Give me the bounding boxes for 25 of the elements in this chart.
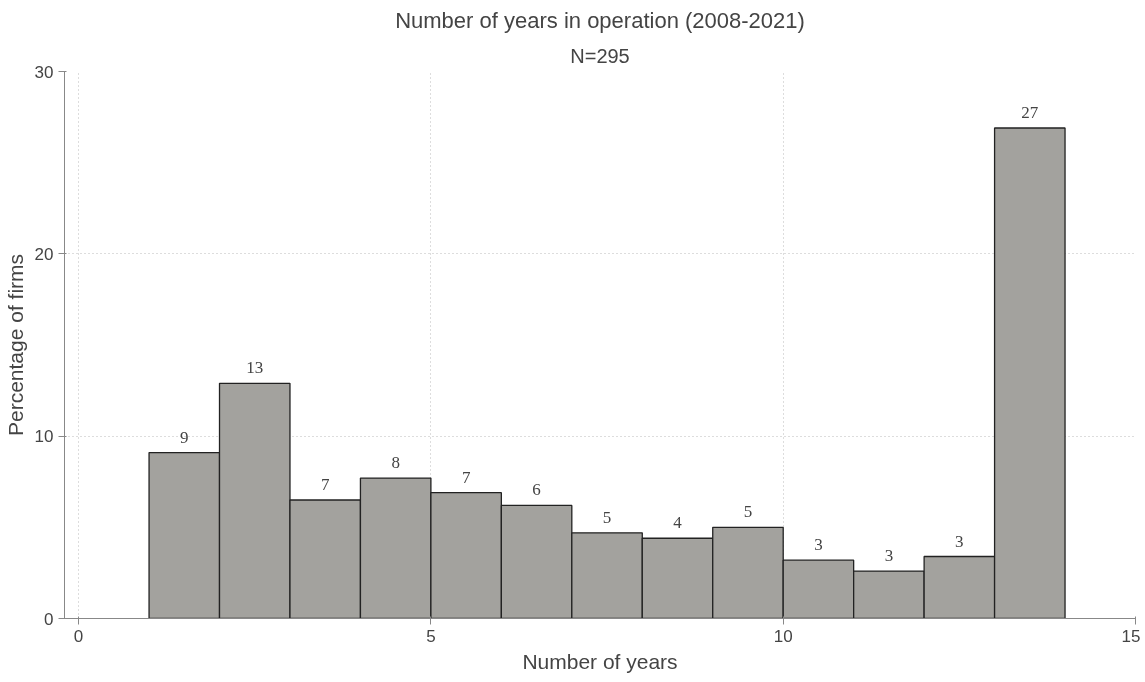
data-label: 5 xyxy=(602,507,612,527)
x-tick-label: 15 xyxy=(1121,626,1141,646)
y-tick-label: 30 xyxy=(34,62,54,82)
data-label: 3 xyxy=(814,535,823,555)
data-label: 7 xyxy=(320,474,330,494)
data-label: 6 xyxy=(532,480,541,500)
x-tick-label: 0 xyxy=(73,626,84,646)
data-label: 8 xyxy=(391,453,400,473)
x-tick-label: 10 xyxy=(773,626,793,646)
y-tick-label: 0 xyxy=(44,609,54,629)
x-tick-label: 5 xyxy=(426,626,436,646)
chart-title: Number of years in operation (2008-2021) xyxy=(395,7,805,33)
y-tick-label: 20 xyxy=(34,244,54,264)
y-tick-label: 10 xyxy=(34,427,54,447)
data-label: 13 xyxy=(246,358,264,378)
data-label: 7 xyxy=(461,467,471,487)
x-axis-title: Number of years xyxy=(522,649,678,673)
chart-subtitle: N=295 xyxy=(570,44,630,67)
data-label: 5 xyxy=(743,502,753,522)
data-label: 3 xyxy=(955,531,964,551)
data-label: 4 xyxy=(673,513,683,533)
data-label: 3 xyxy=(884,546,894,566)
data-label: 9 xyxy=(180,427,189,447)
y-axis-title: Percentage of firms xyxy=(3,253,27,437)
data-label: 27 xyxy=(1021,103,1039,123)
